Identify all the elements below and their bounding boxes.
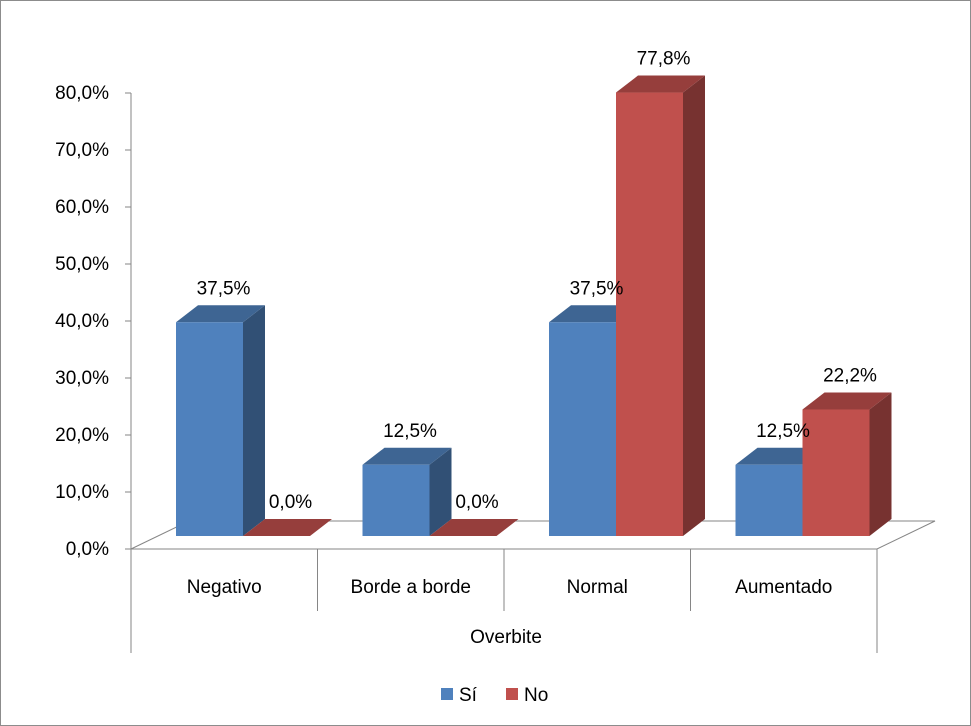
y-tick-label: 50,0% bbox=[55, 254, 109, 275]
bar-front bbox=[176, 322, 243, 536]
bar-side bbox=[869, 392, 892, 536]
data-label: 77,8% bbox=[637, 49, 691, 70]
labels-layer: 37,5% 12,5% 37,5% 12,5% 0,0% 0,0% 77,8% 22,2% bbox=[197, 49, 877, 513]
y-tick-label: 10,0% bbox=[55, 482, 109, 503]
bar-top bbox=[176, 305, 265, 323]
x-tick-label: Aumentado bbox=[735, 577, 832, 598]
x-axis-title: Overbite bbox=[470, 627, 542, 648]
data-label: 0,0% bbox=[269, 492, 312, 513]
chart-floor bbox=[130, 520, 936, 550]
bar-front bbox=[616, 92, 683, 536]
bar-top bbox=[735, 447, 825, 465]
data-label: 22,2% bbox=[823, 365, 877, 386]
x-tick-label: Normal bbox=[567, 577, 628, 598]
bar-si bbox=[362, 447, 452, 536]
y-tick-label: 40,0% bbox=[55, 311, 109, 332]
legend-swatch-no bbox=[506, 688, 518, 700]
bar-side bbox=[243, 305, 265, 536]
y-tick-label: 80,0% bbox=[55, 83, 109, 104]
legend: Sí No bbox=[441, 685, 548, 706]
legend-label-no: No bbox=[524, 685, 548, 706]
y-tick-label: 30,0% bbox=[55, 368, 109, 389]
bar-no bbox=[243, 519, 332, 536]
y-tick-label: 60,0% bbox=[55, 197, 109, 218]
legend-swatch-si bbox=[441, 688, 453, 700]
bar-top bbox=[549, 305, 638, 323]
bar-side bbox=[429, 447, 452, 536]
x-tick-label: Negativo bbox=[187, 577, 262, 598]
bar-top bbox=[362, 447, 452, 465]
bar-top bbox=[616, 75, 705, 93]
bar-front bbox=[735, 464, 803, 536]
data-label: 12,5% bbox=[756, 421, 810, 442]
bar-top bbox=[802, 392, 892, 410]
bar-front bbox=[549, 322, 616, 536]
bar-si bbox=[176, 305, 265, 536]
bar-no bbox=[429, 519, 519, 536]
bar-side bbox=[683, 75, 705, 536]
bar-no bbox=[802, 392, 892, 536]
data-label: 37,5% bbox=[570, 278, 624, 299]
x-tick-label: Borde a borde bbox=[351, 577, 471, 598]
bar-front bbox=[362, 464, 430, 536]
y-tick-label: 70,0% bbox=[55, 140, 109, 161]
data-label: 0,0% bbox=[455, 492, 498, 513]
bar-top bbox=[243, 519, 332, 536]
bars-layer bbox=[176, 75, 892, 536]
legend-label-si: Sí bbox=[459, 685, 478, 706]
bar-front bbox=[802, 409, 870, 536]
data-label: 12,5% bbox=[383, 421, 437, 442]
y-tick-label: 20,0% bbox=[55, 425, 109, 446]
axis-layer: 0,0% 10,0% 20,0% 30,0% 40,0% 50,0% 60,0% 70,0% 8… bbox=[55, 83, 936, 653]
y-tick-label: 0,0% bbox=[66, 539, 109, 560]
bar-no bbox=[616, 75, 705, 536]
bar-top bbox=[429, 519, 519, 536]
data-label: 37,5% bbox=[197, 278, 251, 299]
